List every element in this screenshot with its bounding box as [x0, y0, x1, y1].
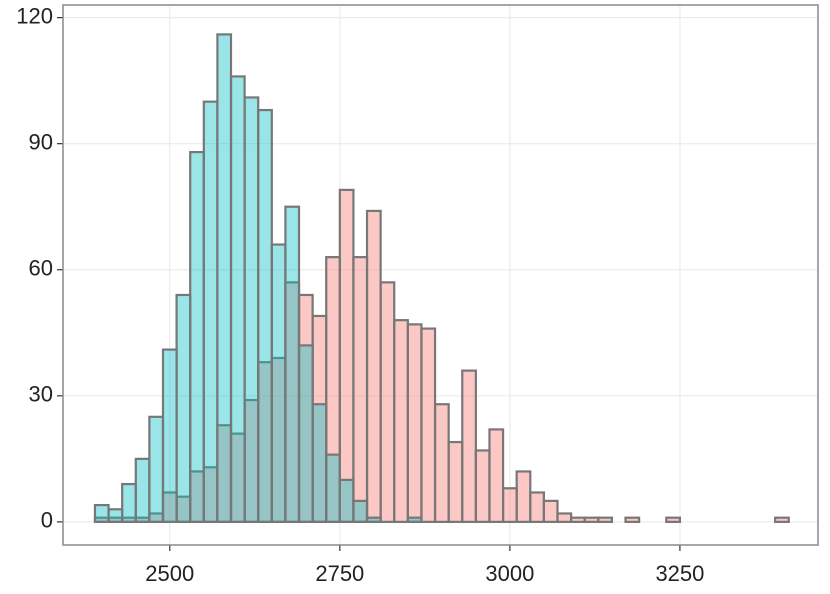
histogram-bar — [569, 516, 586, 523]
x-tick-label: 2500 — [145, 561, 194, 586]
histogram-bar — [161, 348, 178, 523]
histogram-bar — [325, 453, 341, 523]
y-tick-label: 90 — [29, 129, 53, 154]
histogram-bar — [597, 516, 614, 523]
x-tick-label: 3000 — [485, 561, 534, 586]
histogram-bar — [284, 205, 301, 523]
y-tick-label: 30 — [29, 382, 53, 407]
histogram-bar — [257, 108, 273, 523]
histogram-bar — [529, 491, 545, 523]
histogram-bar — [352, 256, 369, 523]
histogram-bar — [624, 516, 641, 523]
histogram-bar — [420, 327, 437, 523]
histogram-bar — [311, 403, 328, 523]
histogram-bar — [501, 487, 518, 523]
histogram-bar — [93, 503, 110, 523]
histogram-bar — [338, 478, 355, 523]
histogram-bar — [542, 499, 559, 523]
y-tick-label: 0 — [41, 508, 53, 533]
histogram-bar — [189, 150, 205, 523]
histogram-bar — [393, 319, 409, 523]
histogram-bar — [406, 516, 423, 523]
histogram-bar — [665, 516, 682, 523]
histogram-bar — [202, 100, 219, 523]
histogram-bar — [365, 516, 382, 523]
histogram-bar — [107, 508, 124, 523]
histogram-bar — [583, 516, 600, 523]
histogram-bar — [447, 440, 464, 523]
histogram-bar — [365, 209, 382, 523]
histogram-bar — [297, 344, 314, 523]
y-tick-label: 60 — [29, 256, 53, 281]
histogram-bar — [121, 482, 137, 523]
histogram-bar — [352, 499, 369, 523]
histogram-bar — [488, 428, 505, 523]
panel — [63, 5, 818, 545]
panel-border — [62, 4, 819, 546]
histogram-bar — [556, 512, 573, 523]
x-tick-label: 2750 — [315, 561, 364, 586]
histogram-bar — [270, 243, 287, 523]
histogram-bar — [474, 449, 491, 523]
histogram-bar — [433, 403, 450, 523]
histogram-bar — [461, 369, 477, 523]
x-tick-label: 3250 — [655, 561, 704, 586]
histogram-bar — [406, 323, 423, 523]
histogram-bar — [243, 96, 260, 523]
histogram-bar — [774, 516, 790, 523]
histogram-bar — [134, 457, 151, 523]
histogram-bar — [229, 75, 246, 523]
histogram-bar — [515, 470, 532, 523]
histogram-bar — [216, 33, 233, 523]
histogram-bar — [148, 415, 165, 523]
histogram-bar — [175, 293, 192, 523]
histogram-bar — [338, 188, 355, 523]
histogram-bar — [379, 281, 396, 523]
y-tick-label: 120 — [16, 3, 53, 28]
